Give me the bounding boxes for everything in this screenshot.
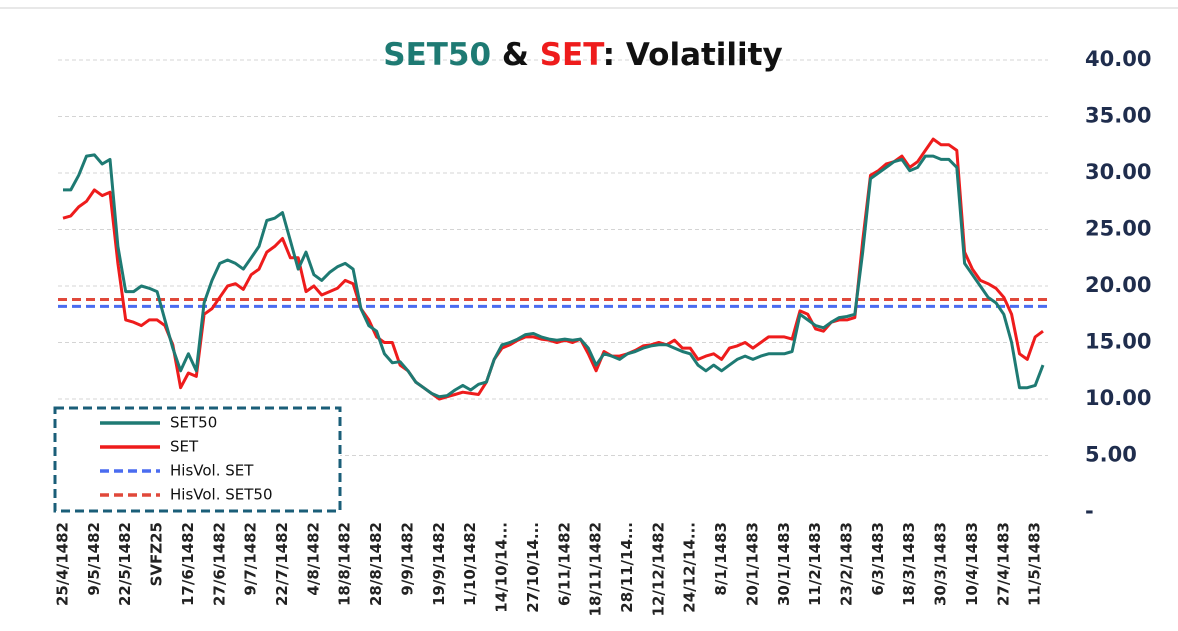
x-tick-label: 11/2/1483: [806, 522, 824, 606]
x-tick-label: 1/10/1482: [461, 522, 479, 606]
x-tick-label: 19/9/1482: [430, 522, 448, 606]
x-tick-label: 30/1/1483: [775, 522, 793, 606]
y-tick-label: 5.00: [1085, 443, 1137, 467]
title-part: SET: [540, 37, 605, 73]
x-tick-label: 4/8/1482: [304, 522, 322, 596]
x-tick-label: 17/6/1482: [179, 522, 197, 606]
series-line: [63, 153, 1045, 399]
legend-label: HisVol. SET50: [170, 486, 273, 504]
x-tick-label: 6/11/1482: [555, 522, 573, 606]
x-tick-label: 22/5/1482: [116, 522, 134, 606]
title-part: : Volatility: [603, 37, 783, 73]
x-tick-label: 20/1/1483: [743, 522, 761, 606]
plot: [58, 137, 1048, 401]
x-tick-label: 18/3/1483: [900, 522, 918, 606]
x-tick-label: 8/1/1483: [712, 522, 730, 596]
x-tick-label: 27/6/1482: [210, 522, 228, 606]
x-tick-label: 10/4/1483: [963, 522, 981, 606]
x-tick-label: 11/5/1483: [1026, 522, 1044, 606]
x-tick-label: 18/11/1482: [587, 522, 605, 616]
y-tick-label: 10.00: [1085, 386, 1151, 410]
x-tick-label: 9/5/1482: [85, 522, 103, 596]
series-line: [62, 137, 1044, 401]
grid: [58, 59, 1048, 456]
legend-label: HisVol. SET: [170, 462, 254, 480]
y-tick-label: 40.00: [1085, 47, 1151, 71]
x-tick-label: 12/12/1482: [649, 522, 667, 616]
y-tick-label: 30.00: [1085, 160, 1151, 184]
x-tick-label: 23/2/1483: [838, 522, 856, 606]
x-tick-label: SVFZ25: [148, 522, 166, 586]
x-tick-label: 28/8/1482: [367, 522, 385, 606]
y-tick-label: 15.00: [1085, 330, 1151, 354]
title-part: SET50: [383, 37, 491, 73]
chart-title: SET50 & SET: Volatility: [383, 37, 782, 73]
y-tick-label: 35.00: [1085, 104, 1151, 128]
legend: SET50 SET HisVol. SET HisVol. SET50: [53, 406, 342, 513]
y-tick-label: 25.00: [1085, 217, 1151, 241]
x-tick-label: 27/4/1483: [994, 522, 1012, 606]
x-tick-label: 6/3/1483: [869, 522, 887, 596]
x-tick-label: 28/11/14...: [618, 522, 636, 613]
x-tick-label: 14/10/14...: [493, 522, 511, 613]
x-tick-label: 25/4/1482: [54, 522, 72, 606]
legend-label: SET50: [170, 414, 217, 432]
x-tick-label: 9/9/1482: [398, 522, 416, 596]
x-tick-label: 18/8/1482: [336, 522, 354, 606]
title-part: &: [491, 37, 540, 73]
x-tick-label: 24/12/14...: [681, 522, 699, 613]
y-tick-label: 20.00: [1085, 273, 1151, 297]
x-tick-label: 22/7/1482: [273, 522, 291, 606]
x-tick-label: 9/7/1482: [242, 522, 260, 596]
y-tick-label: -: [1085, 499, 1094, 523]
x-tick-label: 27/10/14...: [524, 522, 542, 613]
legend-label: SET: [170, 438, 199, 456]
x-tick-label: 30/3/1483: [932, 522, 950, 606]
